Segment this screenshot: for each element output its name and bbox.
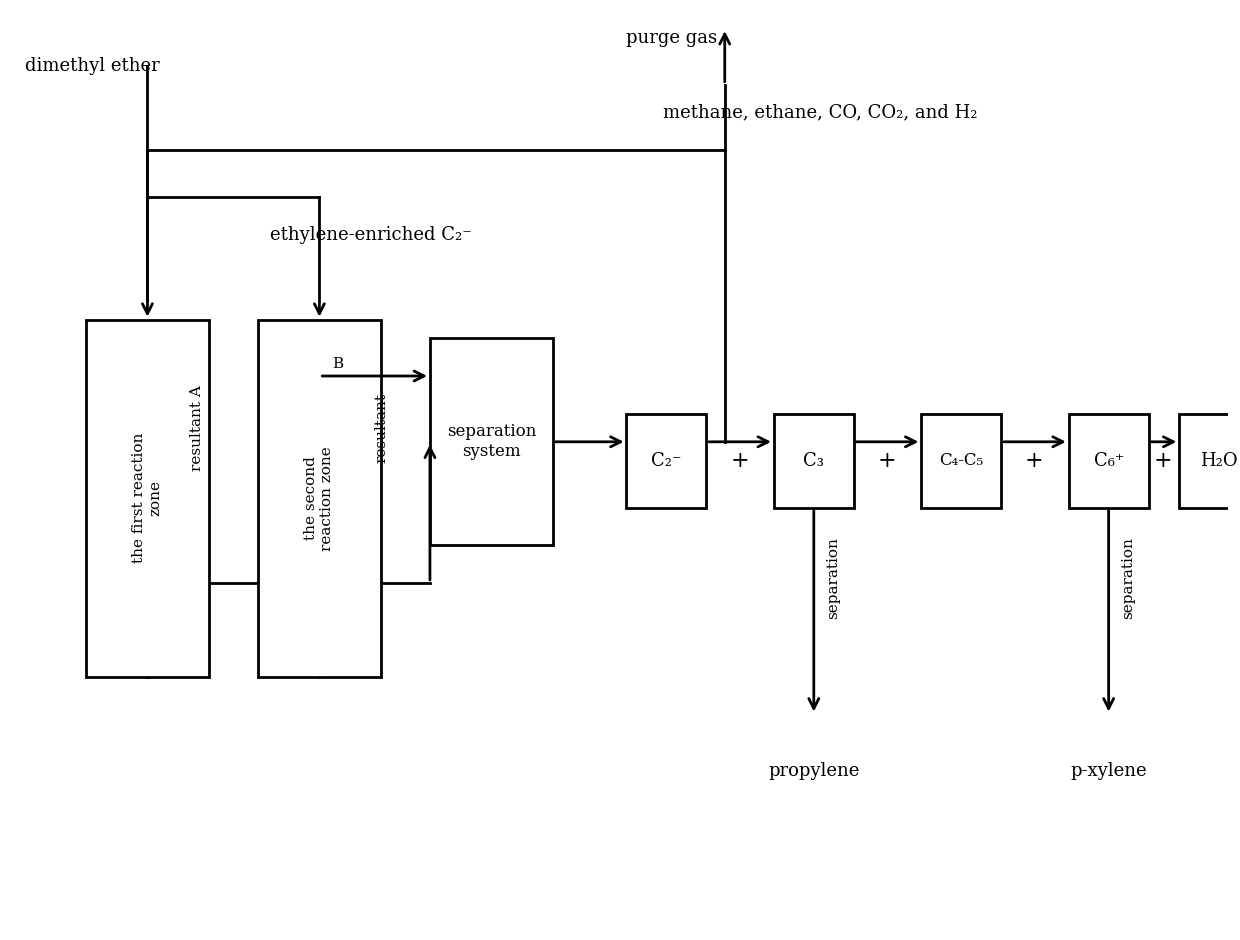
Text: B: B (332, 357, 343, 371)
Text: propylene: propylene (768, 761, 859, 780)
Text: H₂O: H₂O (1200, 451, 1238, 470)
Text: C₆⁺: C₆⁺ (1094, 451, 1123, 470)
Text: purge gas: purge gas (626, 28, 718, 47)
Text: separation: separation (1121, 537, 1135, 619)
Text: +: + (878, 449, 897, 472)
Text: ethylene-enriched C₂⁻: ethylene-enriched C₂⁻ (270, 226, 472, 244)
FancyBboxPatch shape (921, 414, 1001, 508)
Text: the first reaction
zone: the first reaction zone (133, 433, 162, 563)
FancyBboxPatch shape (1179, 414, 1240, 508)
Text: +: + (730, 449, 749, 472)
Text: separation
system: separation system (446, 424, 536, 460)
Text: resultant: resultant (374, 393, 388, 462)
Text: +: + (1154, 449, 1173, 472)
FancyBboxPatch shape (774, 414, 853, 508)
FancyBboxPatch shape (430, 338, 553, 545)
Text: C₃: C₃ (804, 451, 825, 470)
FancyBboxPatch shape (258, 320, 381, 677)
Text: separation: separation (826, 537, 839, 619)
FancyBboxPatch shape (626, 414, 707, 508)
Text: C₂⁻: C₂⁻ (651, 451, 682, 470)
Text: dimethyl ether: dimethyl ether (25, 56, 159, 75)
Text: methane, ethane, CO, CO₂, and H₂: methane, ethane, CO, CO₂, and H₂ (663, 103, 978, 122)
Text: C₄-C₅: C₄-C₅ (939, 452, 983, 469)
Text: resultant A: resultant A (191, 384, 205, 471)
Text: the second
reaction zone: the second reaction zone (304, 446, 335, 551)
Text: p-xylene: p-xylene (1070, 761, 1147, 780)
FancyBboxPatch shape (1069, 414, 1148, 508)
FancyBboxPatch shape (86, 320, 208, 677)
Text: +: + (1025, 449, 1044, 472)
